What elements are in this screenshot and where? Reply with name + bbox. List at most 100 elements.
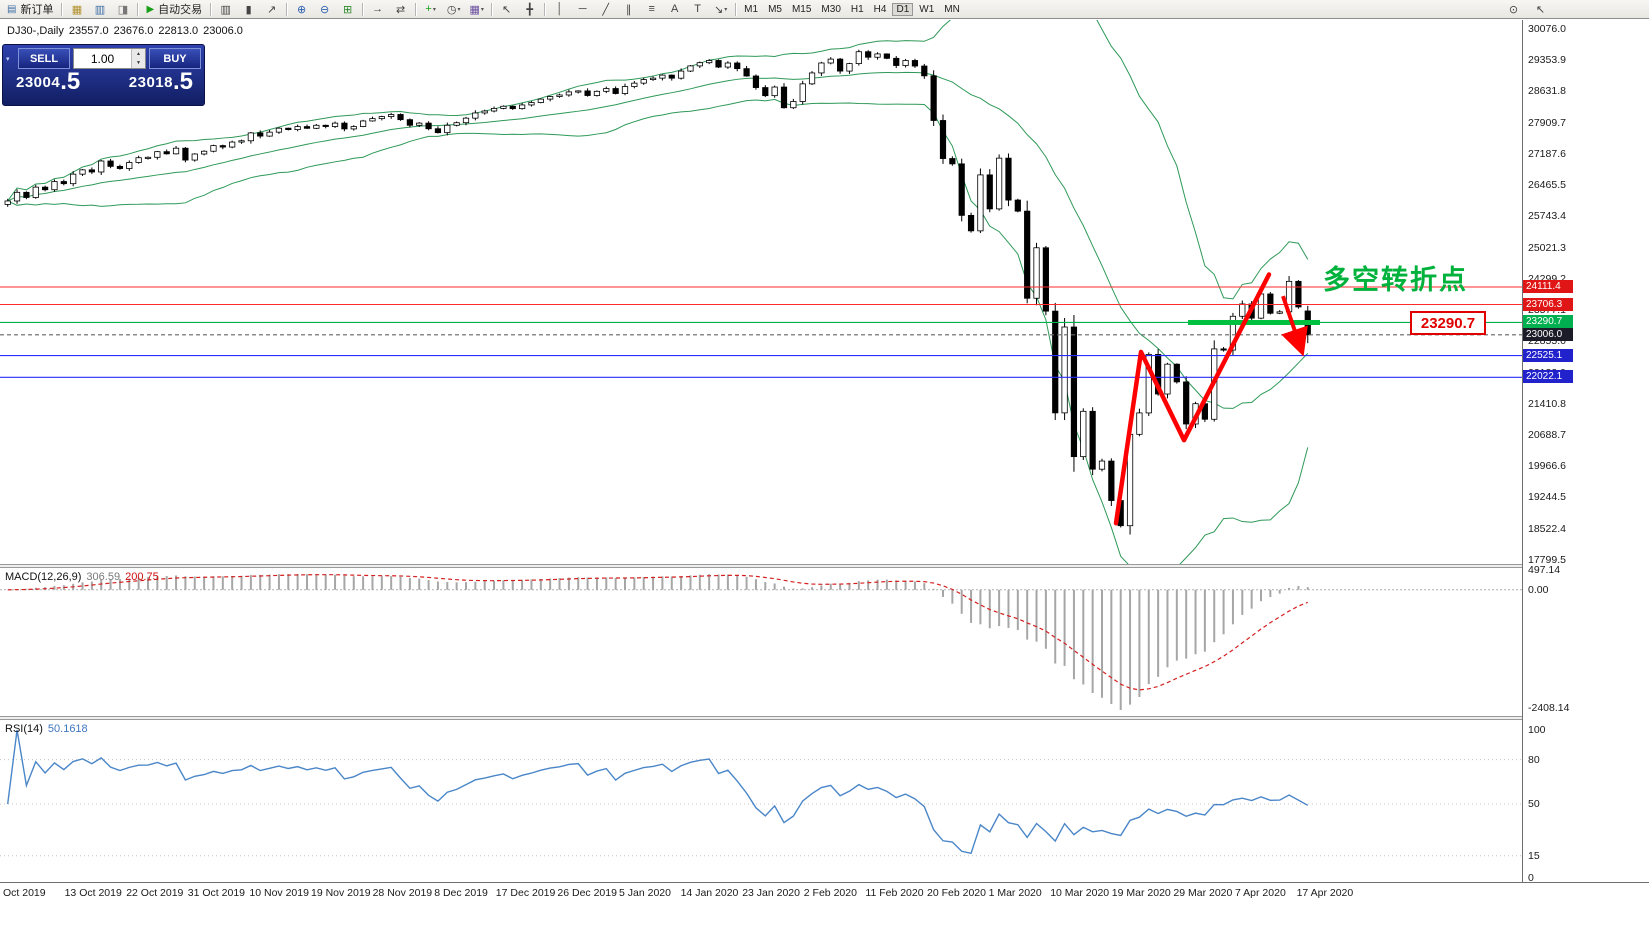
- sell-button[interactable]: SELL: [18, 48, 70, 69]
- pane-divider[interactable]: [0, 564, 1649, 568]
- macd-main-value: 306.59: [86, 571, 121, 583]
- rsi-tick-label: 80: [1528, 753, 1540, 766]
- fibonacci-icon[interactable]: ≡: [648, 3, 655, 15]
- vertical-line-icon[interactable]: │: [556, 3, 564, 15]
- crosshair-icon[interactable]: ╋: [526, 3, 533, 16]
- rsi-value: 50.1618: [47, 723, 88, 735]
- timeframe-m30-button[interactable]: M30: [821, 3, 841, 15]
- bar-chart-icon[interactable]: ▥: [220, 3, 231, 16]
- autotrading-button[interactable]: ▶ 自动交易: [141, 1, 207, 18]
- zoom-out-icon[interactable]: ⊖: [320, 3, 330, 16]
- pointer-icon[interactable]: ↖: [1535, 3, 1546, 16]
- date-label: 31 Oct 2019: [187, 887, 246, 899]
- price-tick-label: 19244.5: [1528, 491, 1566, 504]
- toolbar-separator: [137, 2, 139, 16]
- cursor-icon[interactable]: ↖: [502, 3, 512, 16]
- macd-signal-line: [7, 574, 1308, 691]
- timeframe-m5-button[interactable]: M5: [768, 3, 782, 15]
- date-label: 26 Dec 2019: [557, 887, 617, 899]
- line-chart-icon[interactable]: ↗: [267, 3, 277, 16]
- macd-histogram: [16, 574, 1309, 710]
- navigator-icon[interactable]: ◨: [117, 3, 129, 16]
- timeframe-mn-button[interactable]: MN: [944, 3, 960, 15]
- chart-symbol: DJ30-,Daily: [7, 25, 64, 37]
- price-scale[interactable]: 30076.0 29353.9 28631.8 27909.7 27187.6 26465…: [1522, 20, 1649, 902]
- autotrading-button-label: 自动交易: [158, 4, 203, 16]
- rsi-pane[interactable]: [0, 720, 1522, 882]
- price-tick-label: 18522.4: [1528, 522, 1566, 535]
- support-zone[interactable]: [1188, 319, 1320, 325]
- price-tick-label: 29353.9: [1528, 54, 1566, 67]
- label-icon[interactable]: T: [694, 3, 702, 15]
- toolbar-separator: [286, 2, 288, 16]
- timeframe-m15-button[interactable]: M15: [791, 3, 812, 15]
- price-level-tag: 22525.1: [1523, 348, 1573, 362]
- price-pane[interactable]: [0, 20, 1522, 564]
- chart-shift-icon[interactable]: ⇄: [396, 3, 406, 16]
- date-label: 20 Feb 2020: [927, 887, 986, 899]
- ohlc-low: 22813.0: [158, 25, 199, 37]
- time-scale[interactable]: Oct 2019 13 Oct 2019 22 Oct 2019 31 Oct 201…: [0, 882, 1649, 902]
- macd-pane[interactable]: [0, 568, 1522, 716]
- new-order-button[interactable]: ▤ 新订单: [2, 1, 58, 18]
- tile-windows-icon[interactable]: ⊞: [343, 3, 353, 16]
- chart-window[interactable]: DJ30-,Daily 23557.0 23676.0 22813.0 23006.0 …: [0, 20, 1649, 943]
- candlestick-chart-icon[interactable]: ▮: [245, 3, 252, 16]
- timeframe-d1-button[interactable]: D1: [892, 2, 914, 16]
- collapse-panel-icon[interactable]: ▾: [6, 55, 10, 63]
- pane-divider[interactable]: [0, 716, 1649, 720]
- add-indicator-icon[interactable]: + ▾: [425, 3, 436, 15]
- text-icon[interactable]: A: [670, 3, 679, 15]
- autotrading-play-icon: ▶: [146, 3, 155, 15]
- volume-stepper[interactable]: ▲ ▼: [131, 49, 145, 68]
- toolbar-right: ⊙ ↖: [1502, 1, 1552, 18]
- price-tick-label: 28631.8: [1528, 85, 1566, 98]
- date-label: Oct 2019: [3, 887, 46, 899]
- date-label: 14 Jan 2020: [680, 887, 739, 899]
- zoom-in-icon[interactable]: ⊕: [297, 3, 307, 16]
- rsi-tick-label: 50: [1528, 798, 1540, 810]
- auto-scroll-icon[interactable]: →: [372, 3, 384, 15]
- price-level-tag: 23290.7: [1523, 315, 1573, 329]
- templates-icon[interactable]: ▦ ▾: [469, 3, 484, 16]
- price-tick-label: 27187.6: [1528, 147, 1566, 160]
- volume-up-icon: ▲: [132, 49, 145, 59]
- date-label: 23 Jan 2020: [742, 887, 800, 899]
- date-label: 8 Dec 2019: [434, 887, 488, 899]
- rsi-tick-label: 100: [1528, 724, 1546, 736]
- toolbar-separator: [61, 2, 63, 16]
- horizontal-line-icon[interactable]: ─: [578, 3, 587, 15]
- toolbar-separator: [415, 2, 417, 16]
- ohlc-close: 23006.0: [203, 25, 243, 37]
- market-watch-icon[interactable]: ▥: [94, 3, 106, 16]
- timeframe-h1-button[interactable]: H1: [850, 3, 864, 15]
- rsi-tick-label: 15: [1528, 849, 1540, 862]
- profiles-icon[interactable]: ▦: [71, 3, 83, 16]
- timeframe-w1-button[interactable]: W1: [919, 3, 935, 15]
- rsi-line: [7, 729, 1309, 855]
- price-tick-label: 30076.0: [1528, 23, 1566, 35]
- channel-icon[interactable]: ∥: [625, 3, 632, 16]
- buy-price: 23018.5: [128, 68, 193, 95]
- date-label: 29 Mar 2020: [1173, 887, 1233, 899]
- trend-zigzag-annotation[interactable]: [1113, 272, 1308, 526]
- timeframe-h4-button[interactable]: H4: [873, 3, 887, 15]
- toolbar-separator: [544, 2, 546, 16]
- price-tick-label: 19966.6: [1528, 460, 1566, 473]
- price-level-tag: 23706.3: [1523, 297, 1573, 311]
- price-tick-label: 25021.3: [1528, 241, 1566, 254]
- price-tick-label: 17799.5: [1528, 554, 1566, 566]
- price-tick-label: 21410.8: [1528, 397, 1566, 410]
- arrows-icon[interactable]: ↘ ▾: [714, 3, 728, 16]
- buy-button[interactable]: BUY: [149, 48, 201, 69]
- ohlc-high: 23676.0: [113, 25, 154, 37]
- toolbar-separator: [491, 2, 493, 16]
- bollinger-bands: [7, 20, 1309, 564]
- periods-icon[interactable]: ◷ ▾: [446, 3, 461, 16]
- trendline-icon[interactable]: ╱: [602, 3, 609, 16]
- search-icon[interactable]: ⊙: [1508, 3, 1519, 16]
- volume-input[interactable]: [74, 49, 131, 68]
- sell-price: 23004.5: [16, 68, 81, 95]
- timeframe-m1-button[interactable]: M1: [744, 3, 759, 15]
